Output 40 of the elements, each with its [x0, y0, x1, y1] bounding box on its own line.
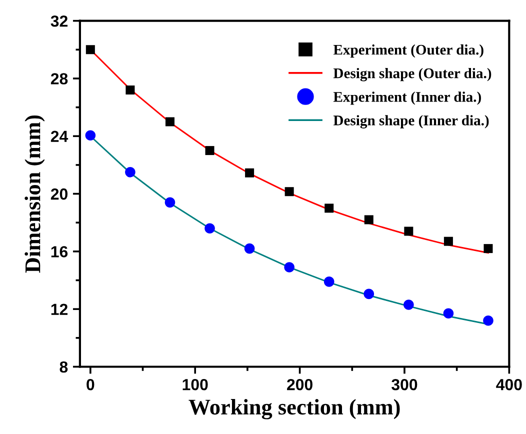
point: [364, 288, 374, 300]
point: [484, 244, 493, 254]
point: [483, 315, 494, 326]
point: [164, 197, 176, 208]
point: [244, 243, 255, 254]
y-tick-label: 16: [51, 246, 68, 258]
x-tick-label: 100: [182, 378, 208, 390]
point: [404, 300, 414, 310]
x-tick-label: 200: [287, 378, 312, 390]
legend-label: Design shape (Inner dia.): [333, 115, 489, 128]
point: [85, 130, 96, 141]
y-tick-label: 28: [50, 73, 68, 84]
point: [443, 308, 454, 319]
point: [125, 167, 136, 178]
point: [86, 45, 95, 54]
legend-label: Experiment (Inner dia.): [333, 92, 481, 105]
point: [205, 146, 214, 156]
point: [204, 223, 215, 234]
y-tick-label: 20: [50, 188, 68, 200]
point: [324, 276, 334, 287]
x-tick-label: 0: [86, 378, 94, 390]
legend-label: Experiment (Outer dia.): [333, 44, 484, 58]
y-tick-label: 12: [51, 304, 68, 315]
x-axis-title: Working section (mm): [188, 398, 400, 420]
y-axis-title: Dimension (mm): [24, 115, 45, 273]
point: [165, 117, 174, 126]
x-tick-label: 300: [392, 378, 418, 390]
legend-label: Design shape (Outer dia.): [333, 68, 492, 82]
point: [245, 168, 254, 178]
point: [126, 86, 135, 95]
y-tick-label: 8: [60, 361, 68, 373]
y-tick-label: 24: [50, 130, 68, 142]
point: [284, 187, 294, 196]
point: [444, 236, 453, 246]
point: [404, 226, 414, 236]
x-tick-label: 400: [496, 378, 522, 390]
point: [284, 262, 294, 272]
y-tick-label: 32: [50, 15, 68, 27]
point: [364, 215, 374, 224]
point: [324, 204, 334, 213]
